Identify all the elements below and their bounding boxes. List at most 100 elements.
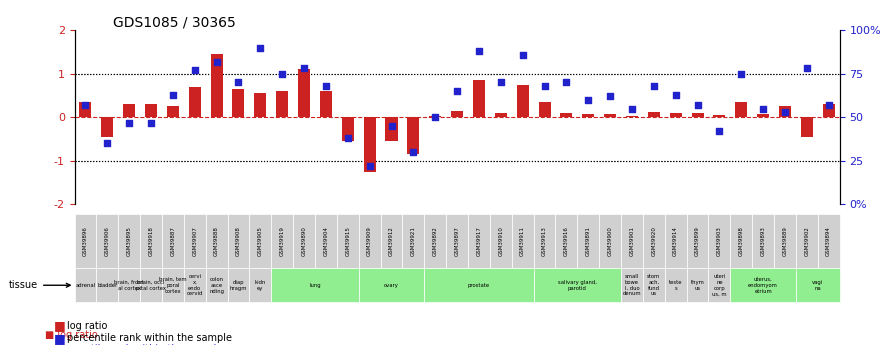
Text: prostate: prostate — [468, 283, 490, 288]
FancyBboxPatch shape — [643, 268, 665, 303]
Text: GSM39910: GSM39910 — [498, 226, 504, 256]
Bar — [648, 112, 659, 117]
Bar — [517, 85, 529, 117]
Point — [582, 97, 596, 102]
Bar — [429, 116, 441, 117]
Point — [603, 93, 617, 99]
Point — [406, 149, 420, 155]
Bar — [669, 113, 682, 117]
Point — [187, 68, 202, 73]
Text: GSM39917: GSM39917 — [477, 226, 481, 256]
Bar — [408, 117, 419, 154]
Bar — [145, 104, 157, 117]
Point — [166, 92, 180, 97]
FancyBboxPatch shape — [556, 214, 577, 268]
Text: thym
us: thym us — [691, 280, 704, 290]
Text: vagi
na: vagi na — [812, 280, 823, 290]
Point — [231, 80, 246, 85]
FancyBboxPatch shape — [643, 214, 665, 268]
Point — [363, 163, 377, 169]
FancyBboxPatch shape — [534, 268, 621, 303]
Bar — [276, 91, 289, 117]
FancyBboxPatch shape — [577, 214, 599, 268]
Point — [625, 106, 639, 111]
FancyBboxPatch shape — [184, 214, 206, 268]
FancyBboxPatch shape — [249, 268, 271, 303]
Bar — [757, 114, 769, 117]
Text: GSM39890: GSM39890 — [302, 226, 306, 256]
Text: GSM39897: GSM39897 — [454, 226, 460, 256]
Point — [78, 102, 92, 108]
Text: log ratio: log ratio — [67, 321, 108, 331]
Text: GSM39896: GSM39896 — [83, 226, 88, 256]
Text: GSM39909: GSM39909 — [367, 226, 372, 256]
FancyBboxPatch shape — [74, 214, 97, 268]
Point — [559, 80, 573, 85]
Text: teste
s: teste s — [669, 280, 683, 290]
FancyBboxPatch shape — [686, 268, 709, 303]
FancyBboxPatch shape — [796, 268, 840, 303]
FancyBboxPatch shape — [402, 214, 425, 268]
Text: salivary gland,
parotid: salivary gland, parotid — [558, 280, 597, 290]
Text: GSM39919: GSM39919 — [280, 226, 285, 256]
Text: brain, front
al cortex: brain, front al cortex — [115, 280, 144, 290]
Text: brain, tem
poral
cortex: brain, tem poral cortex — [159, 277, 186, 294]
Text: GSM39906: GSM39906 — [105, 226, 110, 256]
FancyBboxPatch shape — [358, 268, 425, 303]
Text: GSM39913: GSM39913 — [542, 226, 547, 256]
Text: stom
ach,
fund
us: stom ach, fund us — [647, 274, 660, 296]
Text: GSM39905: GSM39905 — [258, 226, 263, 256]
Bar — [604, 114, 616, 117]
Point — [800, 66, 814, 71]
Text: GSM39918: GSM39918 — [149, 226, 153, 256]
Bar — [823, 104, 835, 117]
FancyBboxPatch shape — [381, 214, 402, 268]
Point — [647, 83, 661, 89]
FancyBboxPatch shape — [709, 214, 730, 268]
Point — [691, 102, 705, 108]
Text: GSM39907: GSM39907 — [193, 226, 197, 256]
FancyBboxPatch shape — [184, 268, 206, 303]
FancyBboxPatch shape — [228, 268, 249, 303]
FancyBboxPatch shape — [140, 214, 162, 268]
Text: GSM39895: GSM39895 — [126, 226, 132, 256]
FancyBboxPatch shape — [665, 268, 686, 303]
Text: ■: ■ — [54, 332, 65, 345]
FancyBboxPatch shape — [162, 268, 184, 303]
Bar — [385, 117, 398, 141]
FancyBboxPatch shape — [796, 214, 818, 268]
Point — [494, 80, 508, 85]
FancyBboxPatch shape — [315, 214, 337, 268]
Point — [450, 88, 464, 94]
FancyBboxPatch shape — [271, 268, 358, 303]
Point — [144, 120, 159, 125]
Bar — [473, 80, 485, 117]
FancyBboxPatch shape — [118, 268, 140, 303]
Text: ■ log ratio: ■ log ratio — [45, 330, 98, 340]
Point — [778, 109, 792, 115]
Text: GSM39892: GSM39892 — [433, 226, 438, 256]
FancyBboxPatch shape — [621, 214, 643, 268]
FancyBboxPatch shape — [774, 214, 796, 268]
Text: GSM39914: GSM39914 — [673, 226, 678, 256]
Bar — [254, 93, 266, 117]
Bar — [801, 117, 813, 137]
Text: GSM39915: GSM39915 — [345, 226, 350, 256]
Point — [384, 123, 399, 129]
Bar — [123, 104, 135, 117]
Point — [538, 83, 552, 89]
Text: GSM39893: GSM39893 — [761, 226, 766, 256]
Bar — [80, 102, 91, 117]
Text: tissue: tissue — [9, 280, 70, 290]
Bar — [341, 117, 354, 141]
FancyBboxPatch shape — [425, 214, 446, 268]
FancyBboxPatch shape — [686, 214, 709, 268]
Bar — [189, 87, 201, 117]
Bar — [101, 117, 113, 137]
Text: GSM39891: GSM39891 — [586, 226, 590, 256]
FancyBboxPatch shape — [490, 214, 512, 268]
FancyBboxPatch shape — [730, 268, 796, 303]
Text: GSM39921: GSM39921 — [411, 226, 416, 256]
Text: ovary: ovary — [384, 283, 399, 288]
Text: GSM39887: GSM39887 — [170, 226, 176, 256]
